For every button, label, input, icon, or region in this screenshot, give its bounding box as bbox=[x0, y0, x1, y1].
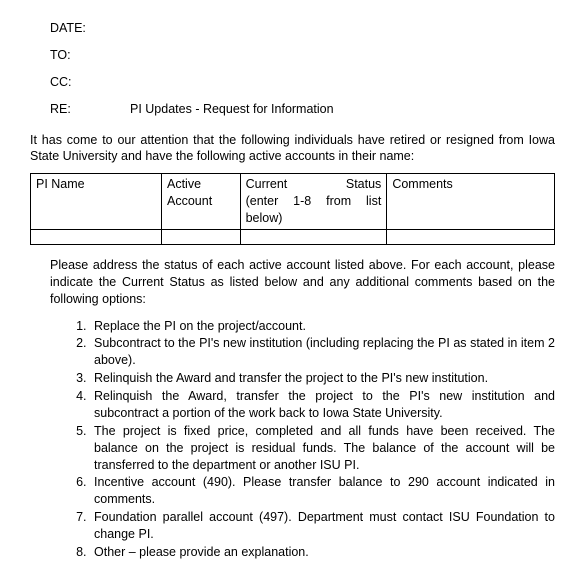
option-item: Other – please provide an explanation. bbox=[90, 544, 555, 561]
option-item: Relinquish the Award and transfer the pr… bbox=[90, 370, 555, 387]
cell-pi-name bbox=[31, 229, 162, 244]
option-item: Foundation parallel account (497). Depar… bbox=[90, 509, 555, 543]
option-item: Replace the PI on the project/account. bbox=[90, 318, 555, 335]
status-sublabel: (enter 1-8 from list below) bbox=[246, 193, 382, 227]
date-line: DATE: bbox=[50, 20, 555, 37]
option-item: Subcontract to the PI's new institution … bbox=[90, 335, 555, 369]
table-header-row: PI Name Active Account Current Status (e… bbox=[31, 174, 555, 230]
status-label: Current Status bbox=[246, 176, 382, 193]
re-value: PI Updates - Request for Information bbox=[130, 101, 334, 118]
to-line: TO: bbox=[50, 47, 555, 64]
accounts-table: PI Name Active Account Current Status (e… bbox=[30, 173, 555, 245]
re-label: RE: bbox=[50, 101, 130, 118]
table-empty-row bbox=[31, 229, 555, 244]
option-item: The project is fixed price, completed an… bbox=[90, 423, 555, 474]
document-page: DATE: TO: CC: RE: PI Updates - Request f… bbox=[0, 0, 585, 572]
cc-line: CC: bbox=[50, 74, 555, 91]
intro-paragraph: It has come to our attention that the fo… bbox=[30, 132, 555, 166]
cell-active-account bbox=[162, 229, 241, 244]
instructions-paragraph: Please address the status of each active… bbox=[50, 257, 555, 308]
header-active-account: Active Account bbox=[162, 174, 241, 230]
cell-comments bbox=[387, 229, 555, 244]
header-comments: Comments bbox=[387, 174, 555, 230]
memo-header: DATE: TO: CC: RE: PI Updates - Request f… bbox=[50, 20, 555, 118]
re-line: RE: PI Updates - Request for Information bbox=[50, 101, 555, 118]
header-pi-name: PI Name bbox=[31, 174, 162, 230]
options-list: Replace the PI on the project/account. S… bbox=[65, 318, 555, 561]
option-item: Incentive account (490). Please transfer… bbox=[90, 474, 555, 508]
header-current-status: Current Status (enter 1-8 from list belo… bbox=[240, 174, 387, 230]
option-item: Relinquish the Award, transfer the proje… bbox=[90, 388, 555, 422]
cell-current-status bbox=[240, 229, 387, 244]
